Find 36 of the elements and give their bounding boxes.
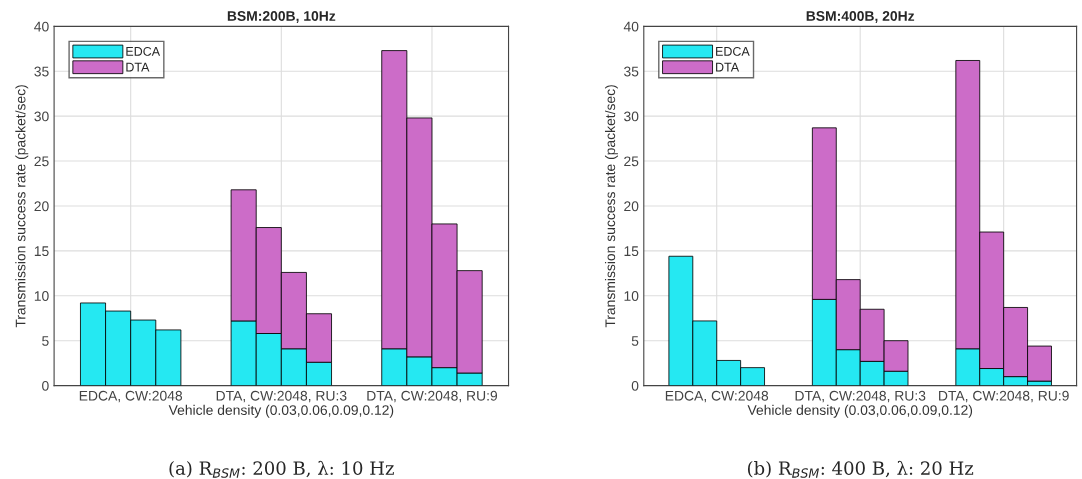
chart-title: BSM:400B, 20Hz: [806, 11, 915, 23]
x-tick-label: DTA, CW:2048, RU:9: [367, 390, 498, 403]
x-axis-title: Vehicle density (0.03,0.06,0.09,0.12): [747, 404, 973, 418]
y-tick-label: 5: [631, 336, 639, 346]
legend-label: DTA: [126, 62, 150, 72]
y-tick-label: 0: [42, 380, 49, 391]
y-axis-title: Transmission success rate (packet/sec): [604, 85, 618, 328]
y-tick-label: 30: [624, 111, 639, 122]
y-tick-label: 30: [34, 111, 49, 122]
y-tick-label: 10: [624, 291, 639, 301]
y-tick-label: 40: [623, 21, 639, 32]
y-tick-label: 35: [624, 66, 639, 77]
x-tick-label: DTA, CW:2048, RU:3: [216, 390, 347, 403]
text: (a) R$_{BSM}$: 200 B, λ: 10 Hz: [169, 460, 394, 478]
y-tick-label: 5: [42, 336, 49, 346]
y-tick-label: 25: [34, 156, 49, 167]
x-tick-label: DTA, CW:2048, RU:9: [939, 390, 1069, 403]
y-tick-label: 20: [34, 201, 49, 212]
y-tick-label: 0: [631, 380, 639, 391]
y-tick-label: 10: [34, 291, 49, 301]
y-tick-label: 40: [34, 21, 49, 32]
y-tick-label: 20: [624, 201, 639, 212]
legend-label: DTA: [716, 62, 740, 72]
y-tick-label: 15: [34, 246, 49, 257]
legend-label: EDCA: [716, 46, 750, 56]
y-axis-title: Transmission success rate (packet/sec): [15, 85, 29, 328]
legend-label: EDCA: [126, 46, 161, 56]
x-tick-label: EDCA, CW:2048: [665, 390, 769, 403]
x-axis-title: Vehicle density (0.03,0.06,0.09,0.12): [168, 404, 394, 418]
y-tick-label: 15: [624, 246, 639, 257]
x-tick-label: DTA, CW:2048, RU:3: [795, 390, 926, 403]
text: (b) R$_{BSM}$: 400 B, λ: 20 Hz: [747, 460, 974, 478]
y-tick-label: 35: [34, 66, 49, 77]
y-tick-label: 25: [624, 156, 639, 167]
chart-title: BSM:200B, 10Hz: [227, 11, 336, 23]
x-tick-label: EDCA, CW:2048: [79, 390, 183, 403]
